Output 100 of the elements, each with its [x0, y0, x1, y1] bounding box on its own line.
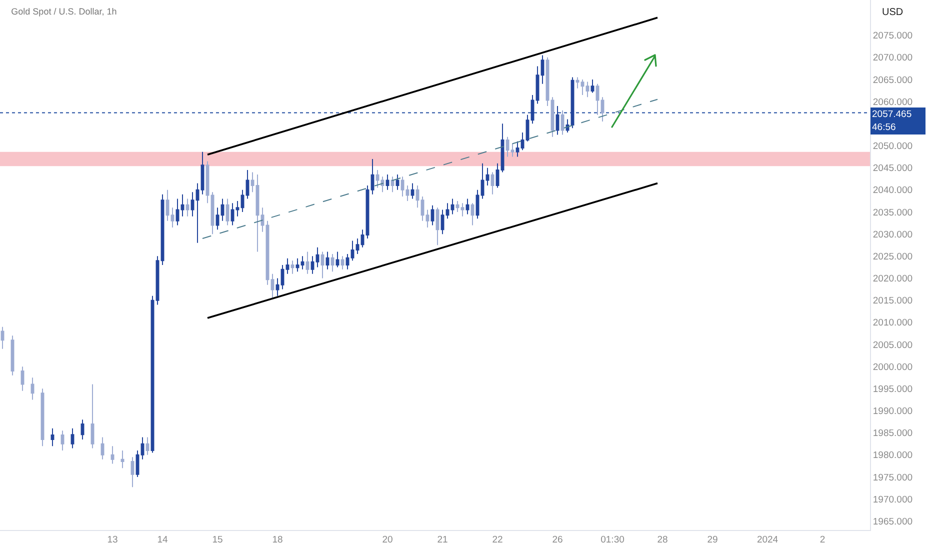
candlestick — [210, 192, 214, 235]
candlestick — [350, 240, 354, 262]
y-tick-label: 2070.000 — [872, 52, 913, 64]
y-tick-label: 2040.000 — [872, 185, 913, 196]
candlestick — [260, 207, 264, 232]
candlestick — [546, 56, 550, 106]
candlestick — [20, 366, 24, 392]
candlestick — [466, 198, 470, 215]
y-tick-label: 1985.000 — [872, 428, 913, 440]
candlestick — [230, 202, 234, 226]
candlestick — [286, 258, 290, 274]
candlestick — [436, 207, 440, 246]
candlestick — [430, 204, 434, 226]
y-tick-label: 2020.000 — [872, 274, 913, 285]
text: Gold Spot / U.S. Dollar, 1h — [11, 6, 117, 17]
candlestick — [560, 110, 564, 136]
candlestick — [526, 114, 530, 142]
candlestick — [450, 198, 454, 215]
y-tick-label: 1970.000 — [872, 494, 913, 506]
candlestick — [196, 182, 200, 244]
candlestick — [586, 81, 590, 98]
candlestick — [580, 79, 584, 96]
candlestick — [356, 238, 360, 254]
x-tick-label: 15 — [212, 534, 223, 546]
candlestick — [130, 456, 134, 488]
x-tick-label: 13 — [107, 534, 118, 546]
x-tick-label: 29 — [707, 534, 718, 546]
candlestick — [516, 140, 520, 158]
candlestick — [480, 162, 484, 200]
y-tick-label: 2060.000 — [872, 96, 913, 108]
y-tick-label: 1975.000 — [872, 472, 913, 484]
candlestick — [0, 326, 4, 350]
y-tick-label: 2010.000 — [872, 318, 913, 329]
candlestick — [336, 251, 340, 268]
candlestick — [440, 209, 444, 235]
y-axis-title: USD — [882, 7, 904, 18]
x-tick-label: 14 — [157, 534, 168, 546]
x-tick-label: 22 — [492, 534, 503, 546]
candlestick — [320, 251, 324, 279]
x-tick-label: 18 — [272, 534, 283, 546]
candlestick — [520, 132, 524, 151]
candlestick — [446, 202, 450, 220]
candlestick — [170, 207, 174, 228]
candlestick — [140, 436, 144, 460]
candlestick — [270, 273, 274, 298]
candlestick — [400, 176, 404, 198]
candlestick — [296, 258, 300, 272]
candlestick — [216, 207, 220, 230]
y-tick-label: 1990.000 — [872, 406, 913, 418]
candlestick — [590, 79, 594, 94]
candlestick — [220, 198, 224, 222]
y-tick-label: 2035.000 — [872, 207, 913, 218]
candlestick — [316, 246, 320, 268]
y-tick-label: 2015.000 — [872, 296, 913, 307]
candlestick — [90, 384, 94, 449]
candlestick — [426, 209, 430, 228]
candlestick — [236, 200, 240, 217]
candlestick — [250, 172, 254, 193]
x-tick-label: 28 — [657, 534, 668, 546]
y-tick-label: 1965.000 — [872, 516, 913, 528]
candlestick — [240, 189, 244, 212]
candlestick — [600, 96, 604, 122]
candlestick — [476, 189, 480, 220]
candlestick — [246, 170, 250, 200]
x-tick-label: 20 — [382, 534, 393, 546]
candlestick — [510, 143, 514, 158]
candlestick — [500, 123, 504, 173]
candlestick — [60, 430, 64, 451]
candlestick — [376, 170, 380, 188]
y-tick-label: 1980.000 — [872, 450, 913, 462]
candlestick — [100, 436, 104, 460]
y-tick-label: 2075.000 — [872, 30, 913, 42]
candlestick — [470, 202, 474, 226]
candlestick — [460, 202, 464, 217]
y-tick-label: 2005.000 — [872, 340, 913, 351]
candlestick — [550, 96, 554, 138]
candlestick — [490, 172, 494, 195]
candlestick — [456, 200, 460, 212]
candlestick — [386, 174, 390, 190]
y-tick-label: 2000.000 — [872, 362, 913, 373]
candlestick — [176, 198, 180, 226]
candlestick — [390, 176, 394, 193]
y-tick-label: 2050.000 — [872, 141, 913, 152]
candlestick — [380, 176, 384, 193]
x-tick-label: 21 — [437, 534, 448, 546]
candlestick — [80, 419, 84, 440]
candlestick — [10, 335, 14, 376]
candlestick — [410, 182, 414, 200]
candlestick — [330, 253, 334, 272]
y-tick-label: 1995.000 — [872, 384, 913, 395]
candlestick — [290, 260, 294, 274]
x-tick-label: 01:30 — [600, 534, 624, 546]
candlestick — [256, 174, 260, 252]
candlestick — [310, 256, 314, 274]
candlestick — [326, 251, 330, 270]
text: 46:56 — [872, 122, 896, 133]
candlestick — [226, 198, 230, 226]
candlestick — [596, 83, 600, 116]
candlestick — [576, 76, 580, 89]
candlestick — [136, 450, 140, 478]
